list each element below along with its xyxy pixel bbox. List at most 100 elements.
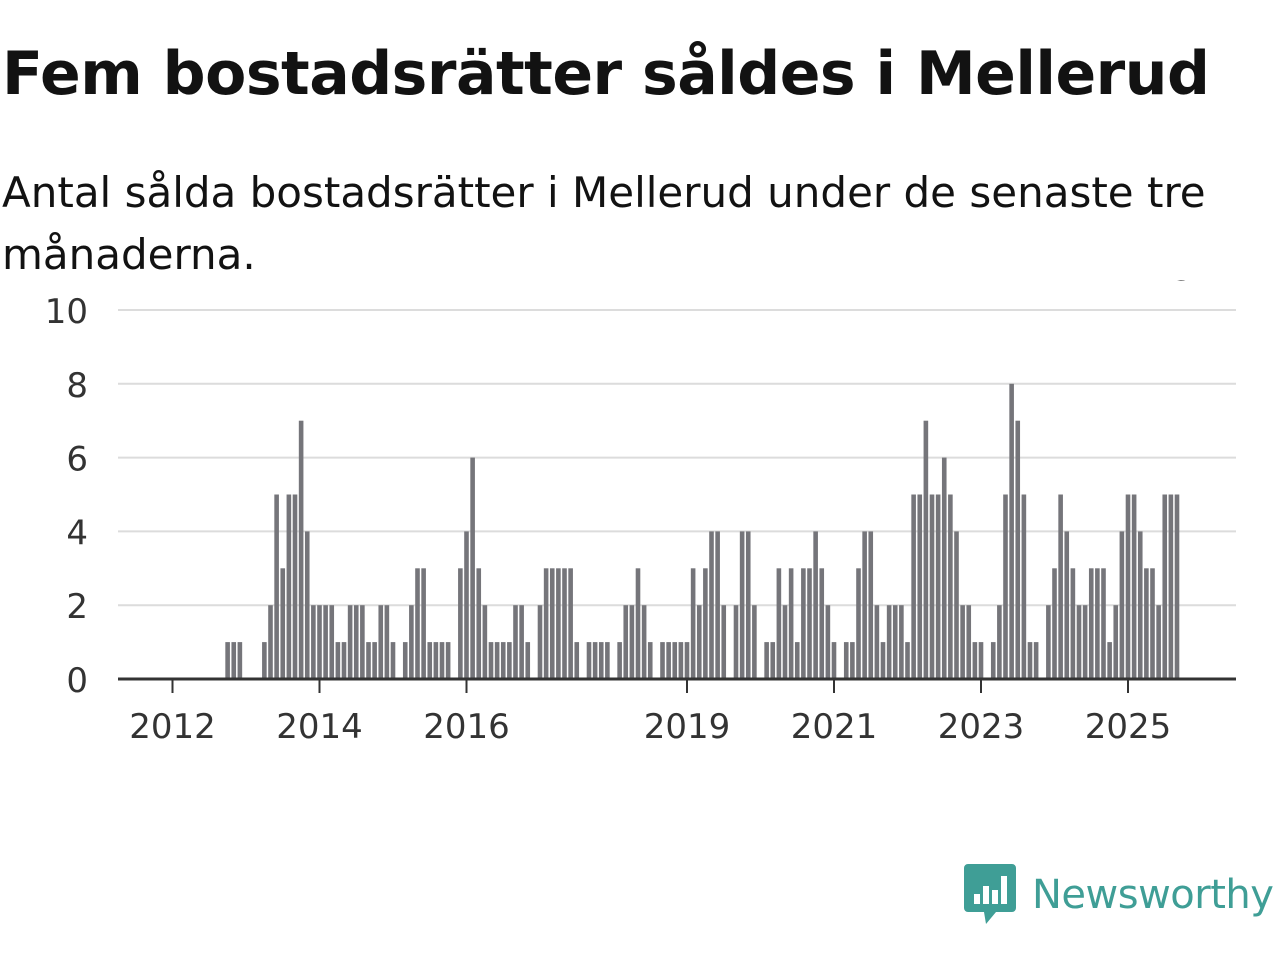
bar [966, 605, 972, 679]
bar [311, 605, 316, 679]
bar [813, 531, 818, 679]
bar [494, 642, 500, 679]
bar [807, 568, 812, 679]
bar [402, 642, 408, 679]
bar [225, 642, 230, 679]
bar [739, 531, 745, 679]
bar [733, 605, 739, 679]
bar [641, 605, 647, 679]
bar [1131, 494, 1137, 679]
bar [764, 642, 769, 679]
bar [923, 420, 929, 679]
bar [409, 605, 414, 679]
bar [892, 605, 898, 679]
bar [378, 605, 384, 679]
bar [1125, 494, 1131, 679]
bar [990, 642, 996, 679]
bar [1052, 568, 1057, 679]
bar [513, 605, 518, 679]
bar [292, 494, 298, 679]
newsworthy-chart-bubble-icon [964, 864, 1016, 924]
bar [574, 642, 580, 679]
bar [1101, 568, 1106, 679]
bar [317, 605, 322, 679]
bar [978, 642, 984, 679]
bar [684, 642, 690, 679]
bar [390, 642, 396, 679]
bar [568, 568, 573, 679]
bar [819, 568, 825, 679]
bar [935, 494, 941, 679]
bar [384, 605, 390, 679]
bar [415, 568, 420, 679]
bar [347, 605, 353, 679]
bar [537, 605, 543, 679]
bar [274, 494, 279, 679]
bar [794, 642, 800, 679]
bar [1082, 605, 1088, 679]
y-tick-label: 10 [45, 292, 88, 332]
bar [917, 494, 923, 679]
bar [647, 642, 653, 679]
bar [862, 531, 867, 679]
bar [586, 642, 592, 679]
bar [886, 605, 892, 679]
y-tick-label: 2 [66, 587, 88, 627]
bar [1095, 568, 1100, 679]
bar [752, 605, 757, 679]
bar [556, 568, 561, 679]
y-tick-label: 4 [66, 513, 88, 553]
bar [715, 531, 720, 679]
bar [843, 642, 849, 679]
bar [507, 642, 512, 679]
x-tick-label: 2021 [791, 707, 878, 747]
bar [1027, 642, 1033, 679]
bar [776, 568, 782, 679]
bar [500, 642, 506, 679]
bar [549, 568, 555, 679]
x-tick-label: 2014 [276, 707, 363, 747]
bar [1046, 605, 1051, 679]
x-tick-label: 2012 [129, 707, 216, 747]
bar [868, 531, 874, 679]
x-tick-label: 2016 [423, 707, 510, 747]
bars [225, 383, 1180, 679]
bar [476, 568, 482, 679]
bar [1058, 494, 1063, 679]
labels: 0 2 4 6 8 10 5 2012 2014 2016 2019 2021 2023 2025 [45, 280, 1194, 747]
bar [703, 568, 708, 679]
bar [721, 605, 727, 679]
bar [427, 642, 433, 679]
bar [268, 605, 273, 679]
bar [445, 642, 451, 679]
bar [948, 494, 953, 679]
bar [353, 605, 359, 679]
bar [856, 568, 861, 679]
bar [1174, 494, 1180, 679]
axes [118, 677, 1236, 693]
bar [298, 420, 304, 679]
bar [231, 642, 237, 679]
brand-logo-block: Newsworthy [964, 862, 1274, 928]
bar [329, 605, 335, 679]
bar [1064, 531, 1070, 679]
bar [972, 642, 978, 679]
bar [605, 642, 610, 679]
bar [562, 568, 567, 679]
bar [696, 605, 702, 679]
bar [280, 568, 286, 679]
bar [1070, 568, 1076, 679]
bar [1033, 642, 1039, 679]
y-tick-label: 0 [66, 661, 88, 701]
bar [770, 642, 776, 679]
bar [874, 605, 880, 679]
bar [598, 642, 604, 679]
bar [788, 568, 794, 679]
bar [433, 642, 439, 679]
bar [237, 642, 243, 679]
bar [801, 568, 806, 679]
bar [678, 642, 684, 679]
bar [1021, 494, 1027, 679]
bar [1144, 568, 1149, 679]
bar [360, 605, 365, 679]
